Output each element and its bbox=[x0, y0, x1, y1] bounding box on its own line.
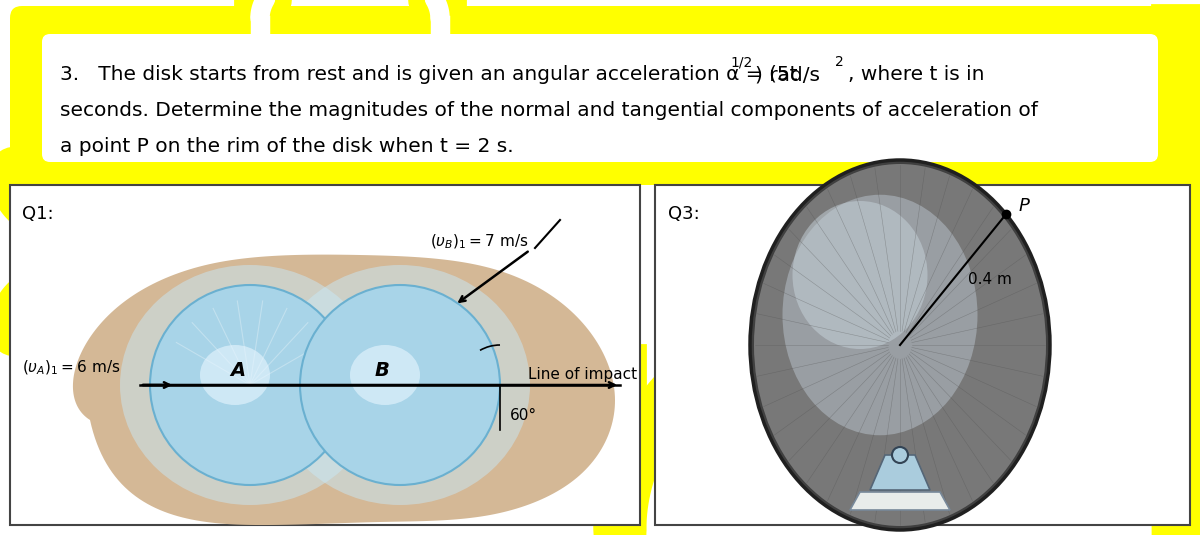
Ellipse shape bbox=[750, 160, 1050, 530]
Circle shape bbox=[892, 447, 908, 463]
FancyBboxPatch shape bbox=[42, 34, 1158, 162]
Text: 60°: 60° bbox=[510, 408, 538, 423]
Ellipse shape bbox=[120, 265, 380, 505]
Polygon shape bbox=[870, 455, 930, 490]
Bar bbox=[10, 185, 640, 525]
Ellipse shape bbox=[270, 265, 530, 505]
Text: seconds. Determine the magnitudes of the normal and tangential components of acc: seconds. Determine the magnitudes of the… bbox=[60, 101, 1038, 119]
Text: , where t is in: , where t is in bbox=[848, 65, 984, 85]
Text: 0.4 m: 0.4 m bbox=[968, 272, 1012, 287]
Ellipse shape bbox=[350, 345, 420, 405]
Circle shape bbox=[300, 285, 500, 485]
Text: P: P bbox=[1018, 197, 1028, 215]
Ellipse shape bbox=[754, 164, 1046, 526]
Text: 1/2: 1/2 bbox=[730, 55, 752, 69]
Circle shape bbox=[150, 285, 350, 485]
Text: a point P on the rim of the disk when t = 2 s.: a point P on the rim of the disk when t … bbox=[60, 137, 514, 157]
Text: Q1:: Q1: bbox=[22, 205, 54, 223]
Text: $(\upsilon_B)_1 = 7\ \mathrm{m/s}$: $(\upsilon_B)_1 = 7\ \mathrm{m/s}$ bbox=[430, 233, 528, 251]
Text: Line of impact: Line of impact bbox=[528, 368, 637, 383]
Text: Q3:: Q3: bbox=[668, 205, 700, 223]
Text: ) rad/s: ) rad/s bbox=[755, 65, 820, 85]
Text: 2: 2 bbox=[835, 55, 844, 69]
Bar bbox=[655, 185, 1190, 525]
FancyBboxPatch shape bbox=[10, 6, 1189, 185]
Text: 3.   The disk starts from rest and is given an angular acceleration α = (5t: 3. The disk starts from rest and is give… bbox=[60, 65, 798, 85]
Text: B: B bbox=[374, 361, 390, 379]
Text: A: A bbox=[230, 361, 246, 379]
Polygon shape bbox=[73, 255, 616, 525]
Ellipse shape bbox=[782, 195, 978, 435]
Ellipse shape bbox=[792, 201, 928, 349]
Text: $(\upsilon_A)_1 = 6\ \mathrm{m/s}$: $(\upsilon_A)_1 = 6\ \mathrm{m/s}$ bbox=[22, 359, 120, 377]
Ellipse shape bbox=[200, 345, 270, 405]
Polygon shape bbox=[850, 492, 950, 510]
